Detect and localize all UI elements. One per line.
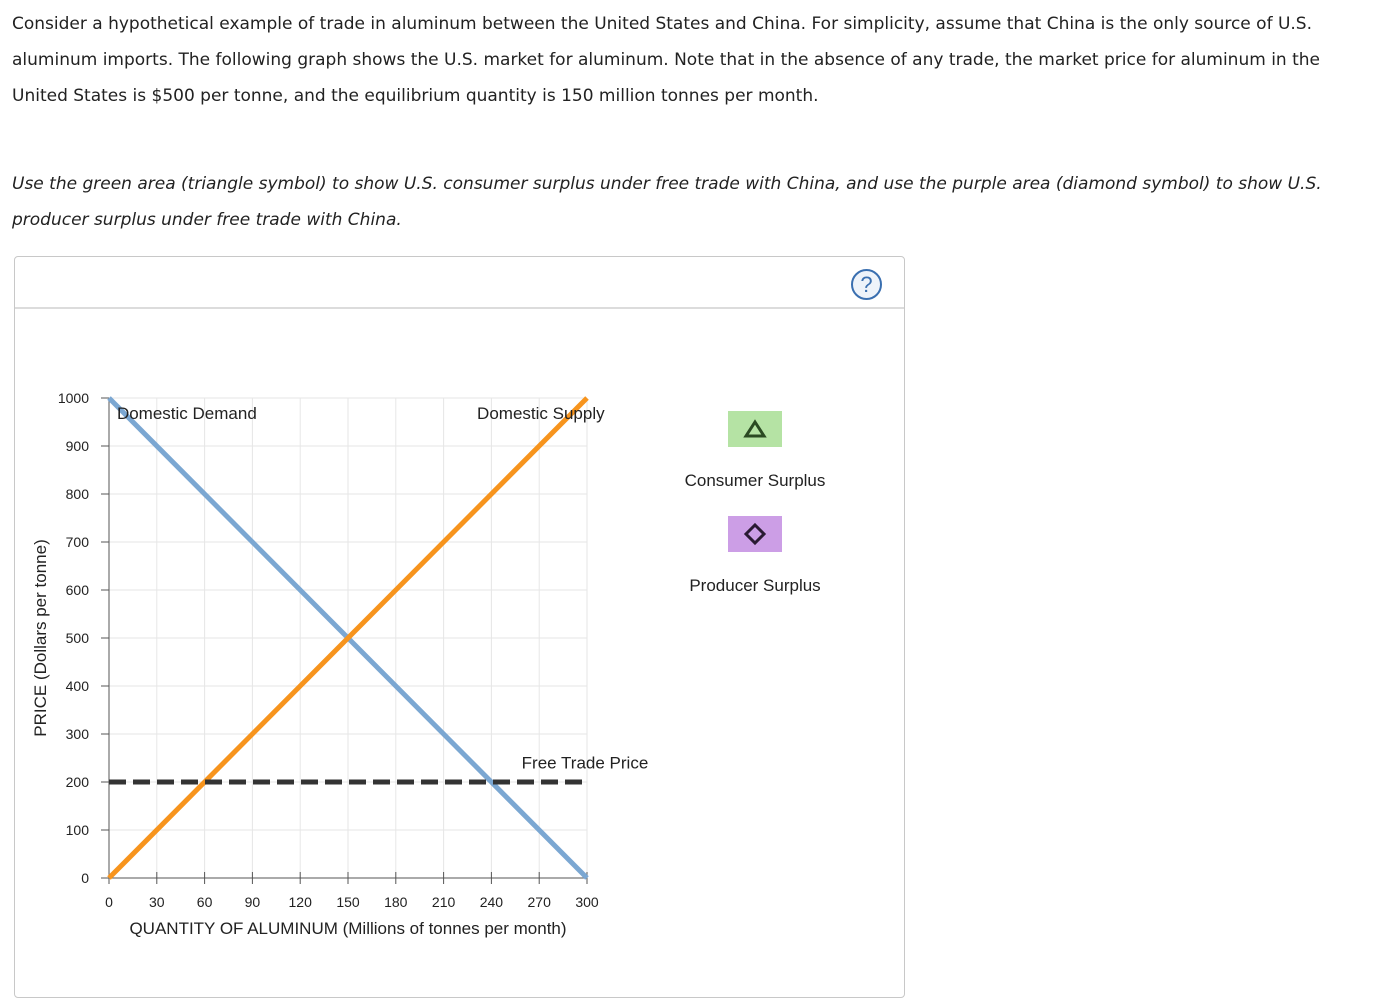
y-tick-label: 200 <box>66 774 90 790</box>
x-tick-label: 270 <box>528 894 552 910</box>
x-tick-label: 240 <box>480 894 504 910</box>
y-tick-label: 0 <box>81 870 89 886</box>
chart-svg[interactable]: 0 100 200 300 400 500 600 700 800 900 1000 0 30 60 90 1… <box>15 257 904 997</box>
triangle-icon <box>728 411 782 447</box>
consumer-surplus-tool[interactable] <box>728 411 782 447</box>
x-tick-label: 300 <box>575 894 599 910</box>
consumer-surplus-label: Consumer Surplus <box>684 471 826 490</box>
y-tick-label: 700 <box>66 534 90 550</box>
x-tick-label: 90 <box>245 894 261 910</box>
instruction-paragraph: Use the green area (triangle symbol) to … <box>12 174 1322 230</box>
y-tick-label: 600 <box>66 582 90 598</box>
y-tick-label: 900 <box>66 438 90 454</box>
panel-header <box>15 257 904 309</box>
supply-label: Domestic Supply <box>477 404 605 423</box>
demand-label: Domestic Demand <box>117 404 257 423</box>
x-tick-label: 210 <box>432 894 456 910</box>
x-tick-label: 60 <box>197 894 213 910</box>
x-tick-label: 30 <box>149 894 165 910</box>
x-tick-label: 180 <box>384 894 408 910</box>
producer-surplus-label: Producer Surplus <box>689 576 821 595</box>
x-tick-label: 150 <box>336 894 360 910</box>
graph-panel: ? 0 100 200 300 400 500 600 700 800 900 1000 0 30 60 9… <box>14 256 905 998</box>
y-tick-label: 400 <box>66 678 90 694</box>
y-tick-label: 100 <box>66 822 90 838</box>
y-tick-label: 800 <box>66 486 90 502</box>
diamond-icon <box>728 516 782 552</box>
supply-line <box>107 396 589 880</box>
y-tick-label: 300 <box>66 726 90 742</box>
x-tick-label: 0 <box>105 894 113 910</box>
y-tick-label: 500 <box>66 630 90 646</box>
help-button[interactable]: ? <box>851 269 882 300</box>
intro-paragraph: Consider a hypothetical example of trade… <box>12 14 1320 106</box>
y-axis-title: PRICE (Dollars per tonne) <box>31 539 50 736</box>
x-axis-title: QUANTITY OF ALUMINUM (Millions of tonnes… <box>129 919 566 938</box>
x-tick-label: 120 <box>289 894 313 910</box>
y-tick-label: 1000 <box>58 390 89 406</box>
producer-surplus-tool[interactable] <box>728 516 782 552</box>
free-trade-price-label: Free Trade Price <box>522 753 649 772</box>
